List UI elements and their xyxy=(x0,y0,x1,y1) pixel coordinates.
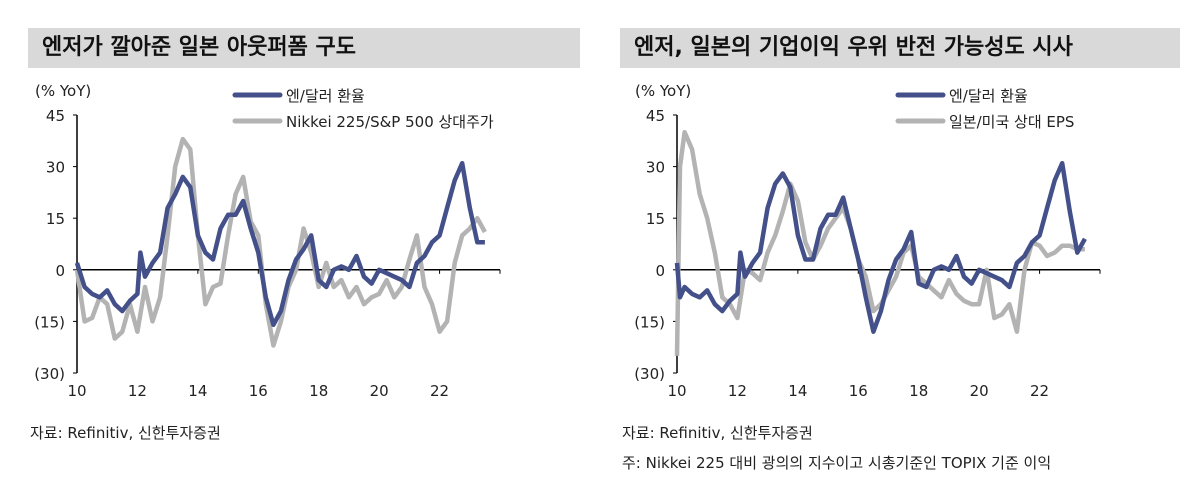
y-axis-label: (% YoY) xyxy=(35,82,91,100)
x-tick-label: 12 xyxy=(128,382,147,400)
right-source: 자료: Refinitiv, 신한투자증권 xyxy=(622,424,813,442)
x-tick-label: 20 xyxy=(370,382,389,400)
y-tick-label: 15 xyxy=(646,210,665,228)
legend-label: 엔/달러 환율 xyxy=(949,87,1028,105)
y-tick-label: 30 xyxy=(46,159,65,177)
legend-label: 엔/달러 환율 xyxy=(286,87,365,105)
series-line-other xyxy=(674,129,1085,356)
x-tick-label: 20 xyxy=(970,382,989,400)
y-tick-label: (30) xyxy=(634,365,665,383)
y-tick-label: (15) xyxy=(34,313,65,331)
y-tick-label: (15) xyxy=(634,313,665,331)
x-tick-label: 14 xyxy=(188,382,207,400)
x-tick-label: 22 xyxy=(430,382,449,400)
y-axis-label: (% YoY) xyxy=(635,82,691,100)
series-line-yen xyxy=(674,160,1087,334)
x-tick-label: 10 xyxy=(667,382,686,400)
y-tick-label: 0 xyxy=(655,262,665,280)
series-line-yen xyxy=(74,160,485,328)
y-tick-label: 45 xyxy=(646,107,665,125)
x-tick-label: 22 xyxy=(1030,382,1049,400)
x-tick-label: 10 xyxy=(67,382,86,400)
x-tick-label: 18 xyxy=(309,382,328,400)
x-tick-label: 12 xyxy=(728,382,747,400)
x-tick-label: 16 xyxy=(249,382,268,400)
y-tick-label: 30 xyxy=(646,159,665,177)
left-source: 자료: Refinitiv, 신한투자증권 xyxy=(30,424,221,442)
left-chart-title: 엔저가 깔아준 일본 아웃퍼폼 구도 xyxy=(28,28,580,68)
x-tick-label: 18 xyxy=(909,382,928,400)
x-tick-label: 16 xyxy=(849,382,868,400)
legend-label: 일본/미국 상대 EPS xyxy=(949,113,1074,131)
y-tick-label: (30) xyxy=(34,365,65,383)
footnote: 주: Nikkei 225 대비 광의의 지수이고 시총기준인 TOPIX 기준… xyxy=(622,454,1052,472)
x-tick-label: 14 xyxy=(788,382,807,400)
y-tick-label: 0 xyxy=(55,262,65,280)
series-line-other xyxy=(74,136,487,348)
y-tick-label: 15 xyxy=(46,210,65,228)
right-chart-title: 엔저, 일본의 기업이익 우위 반전 가능성도 시사 xyxy=(620,28,1180,68)
y-tick-label: 45 xyxy=(46,107,65,125)
legend-label: Nikkei 225/S&P 500 상대주가 xyxy=(286,113,494,131)
